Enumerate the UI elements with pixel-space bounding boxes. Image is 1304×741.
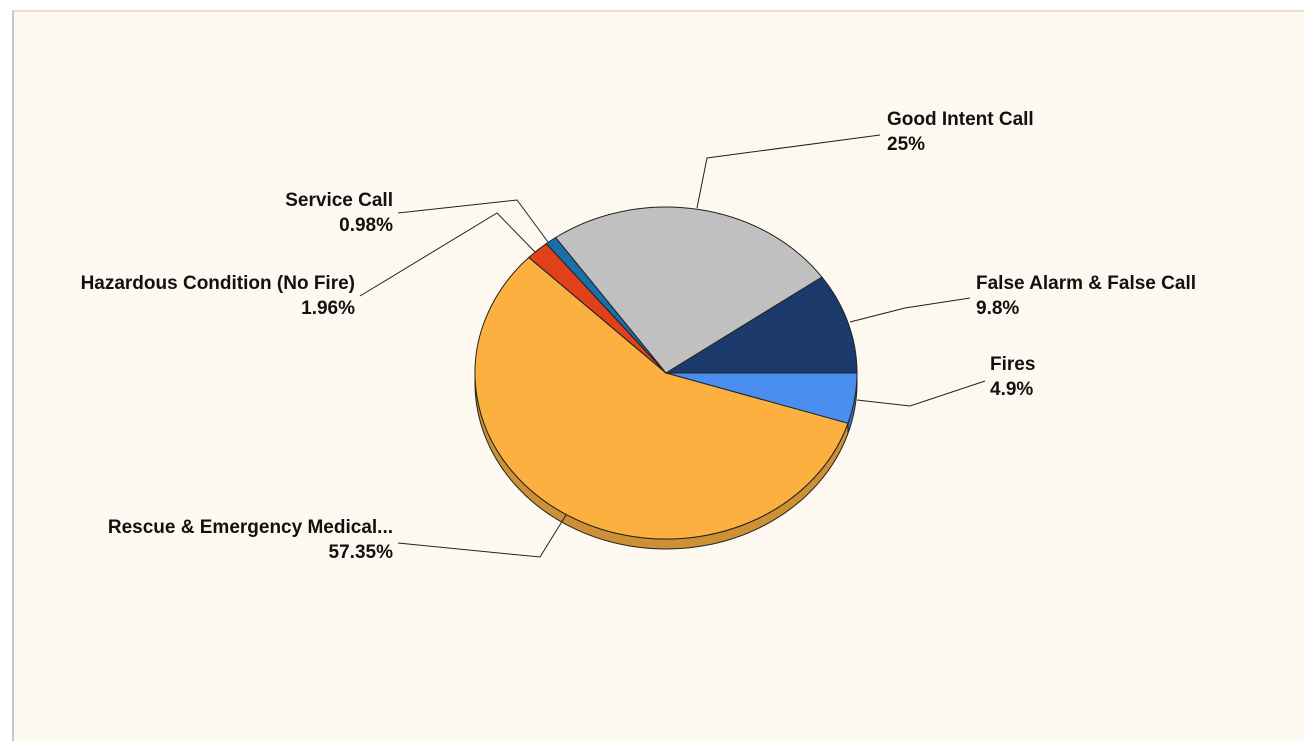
value-label: 4.9% (990, 379, 1033, 400)
leader-line (696, 134, 881, 209)
leader-line (856, 380, 986, 407)
leader-line (397, 199, 549, 243)
slice (664, 276, 858, 374)
value-label: 1.96% (301, 298, 355, 319)
slice-label: Good Intent Call (887, 109, 1034, 130)
leader-line (849, 297, 971, 323)
slice-label: Rescue & Emergency Medical... (108, 517, 393, 538)
value-label: 0.98% (339, 215, 393, 236)
slice-label: Fires (990, 354, 1035, 375)
leader-line (397, 514, 567, 558)
value-label: 57.35% (329, 542, 394, 563)
value-label: 9.8% (976, 298, 1019, 319)
slice-label: False Alarm & False Call (976, 273, 1196, 294)
slice (554, 206, 823, 374)
slice-label: Hazardous Condition (No Fire) (81, 273, 355, 294)
value-label: 25% (887, 134, 925, 155)
leader-line (359, 212, 536, 297)
slice-label: Service Call (285, 190, 393, 211)
slice (474, 256, 849, 540)
